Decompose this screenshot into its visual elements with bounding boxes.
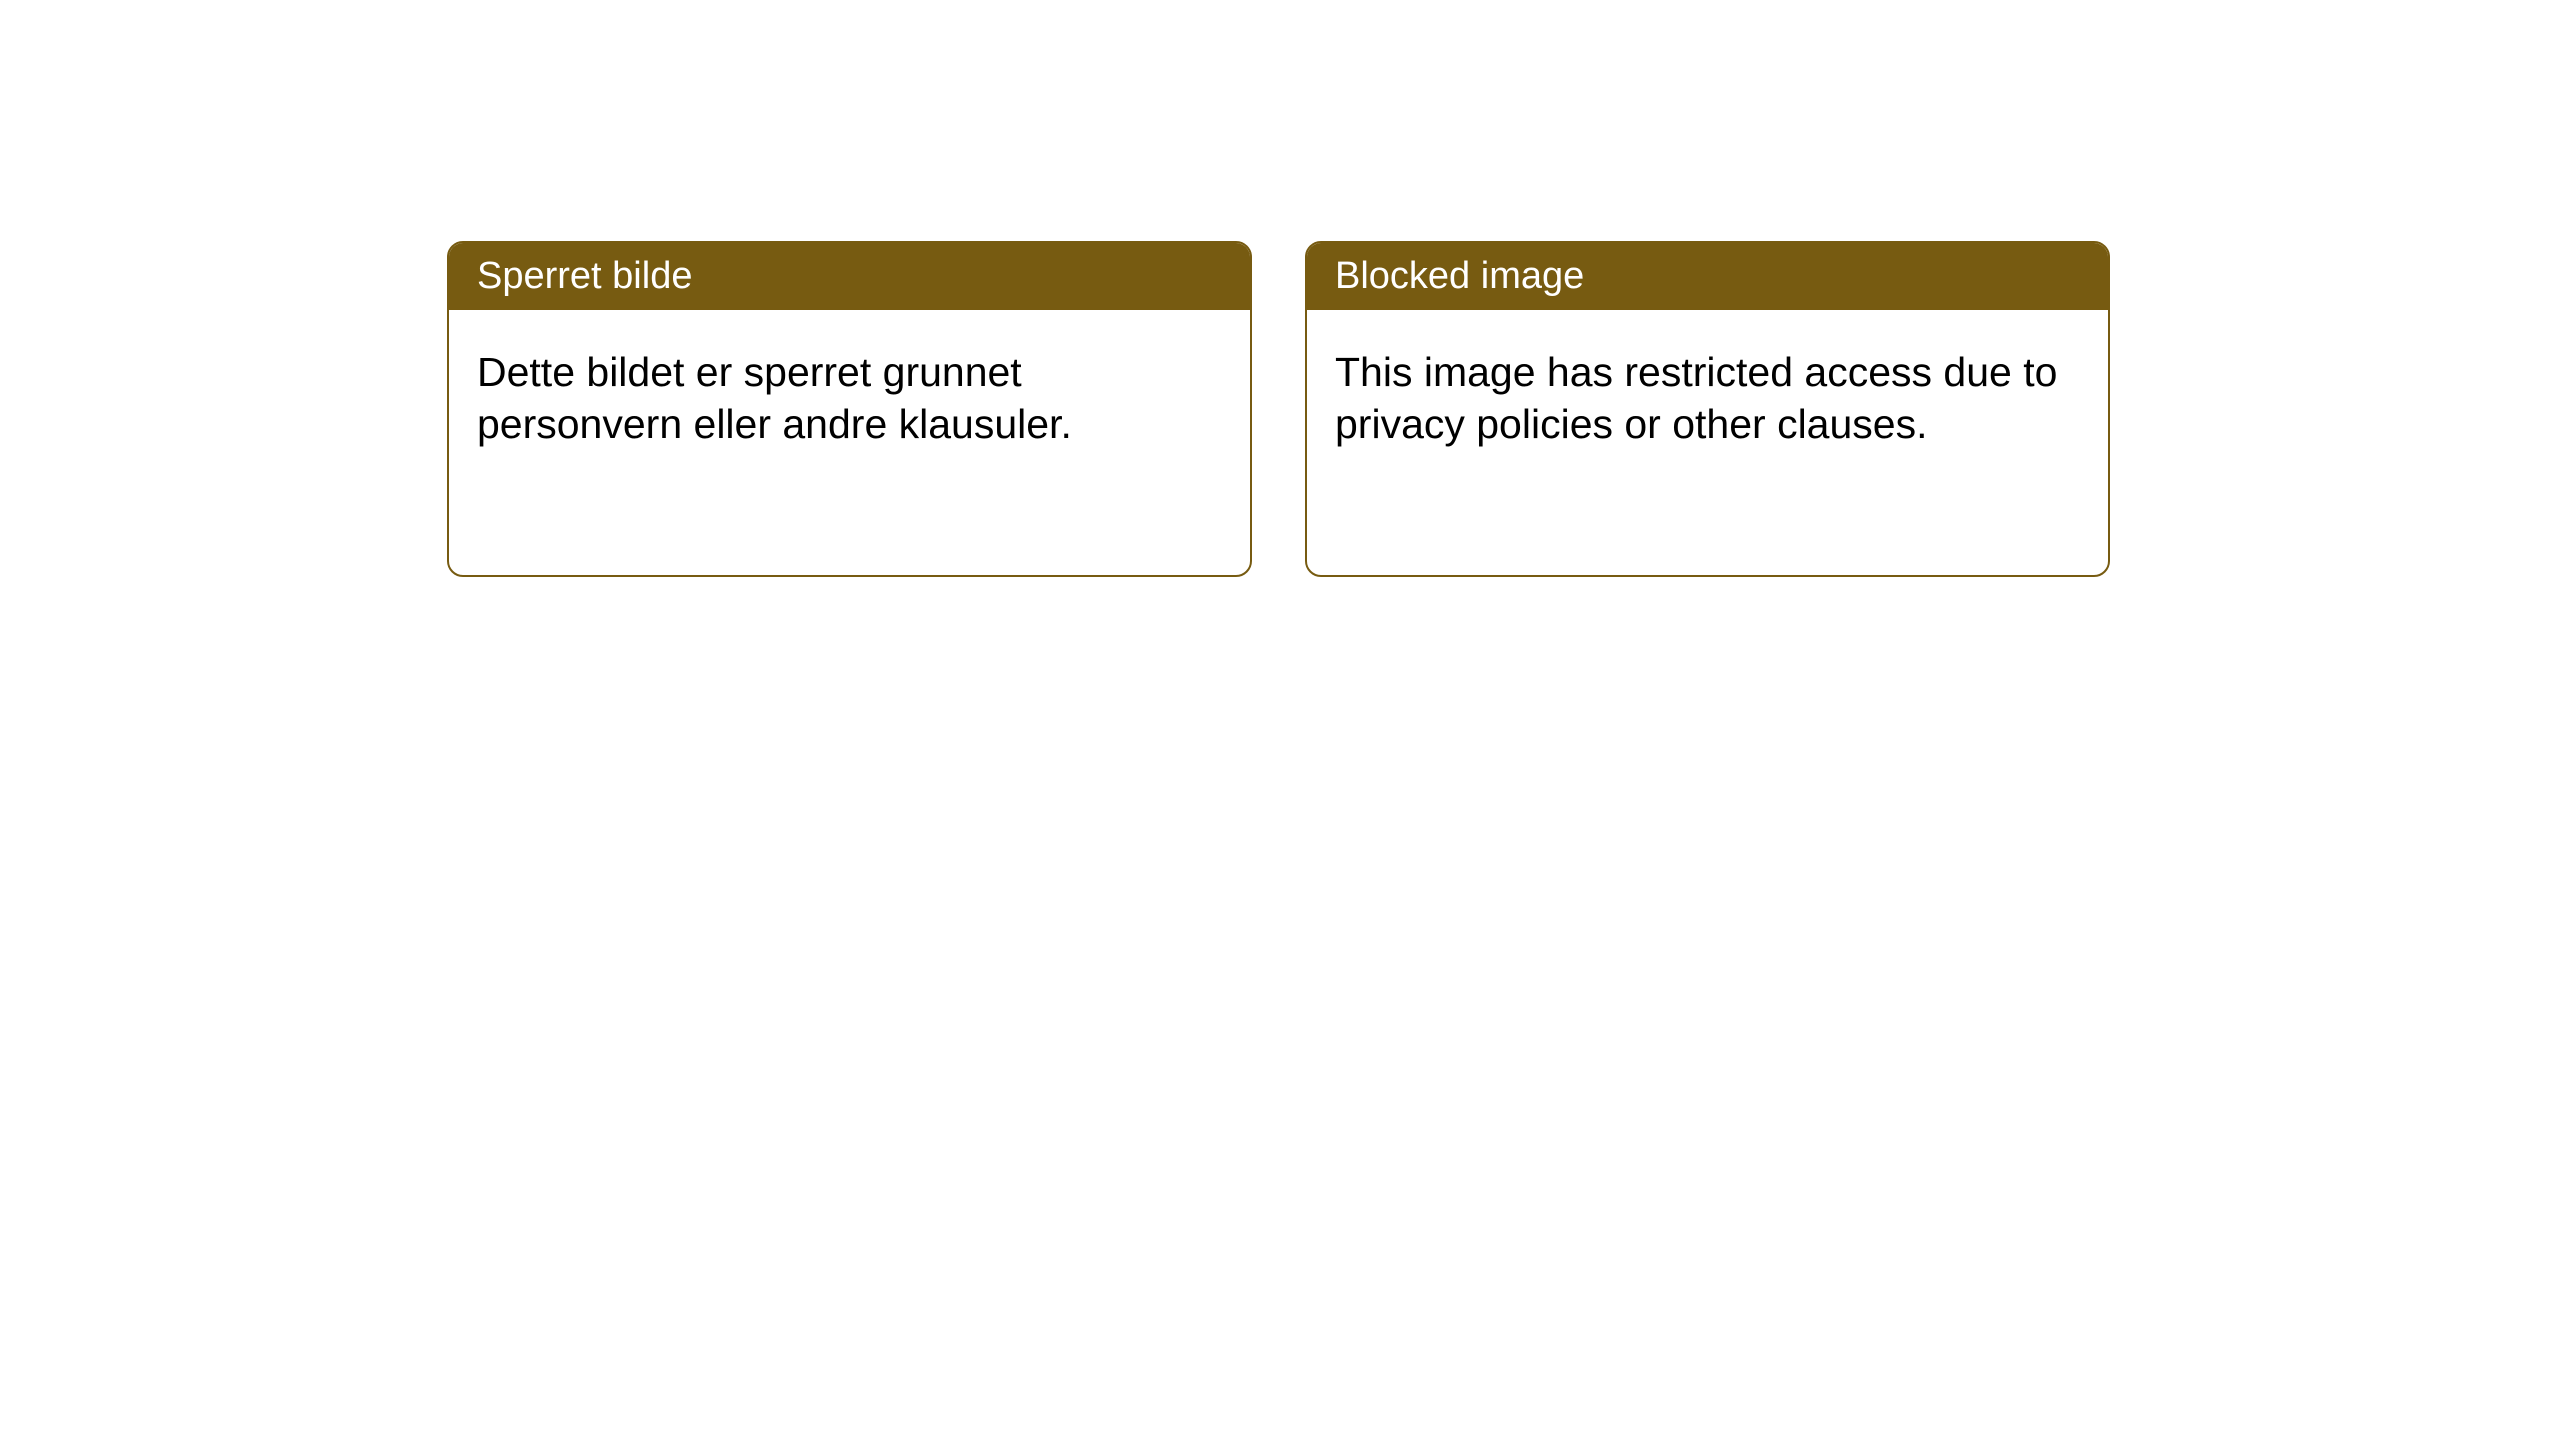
notice-body: This image has restricted access due to … [1307, 310, 2108, 487]
notice-header: Sperret bilde [449, 243, 1250, 310]
notice-card-norwegian: Sperret bilde Dette bildet er sperret gr… [447, 241, 1252, 577]
notice-body: Dette bildet er sperret grunnet personve… [449, 310, 1250, 487]
notice-card-container: Sperret bilde Dette bildet er sperret gr… [447, 241, 2110, 577]
notice-message: This image has restricted access due to … [1335, 349, 2057, 447]
notice-message: Dette bildet er sperret grunnet personve… [477, 349, 1072, 447]
notice-card-english: Blocked image This image has restricted … [1305, 241, 2110, 577]
notice-header: Blocked image [1307, 243, 2108, 310]
notice-title: Blocked image [1335, 255, 1584, 297]
notice-title: Sperret bilde [477, 255, 692, 297]
